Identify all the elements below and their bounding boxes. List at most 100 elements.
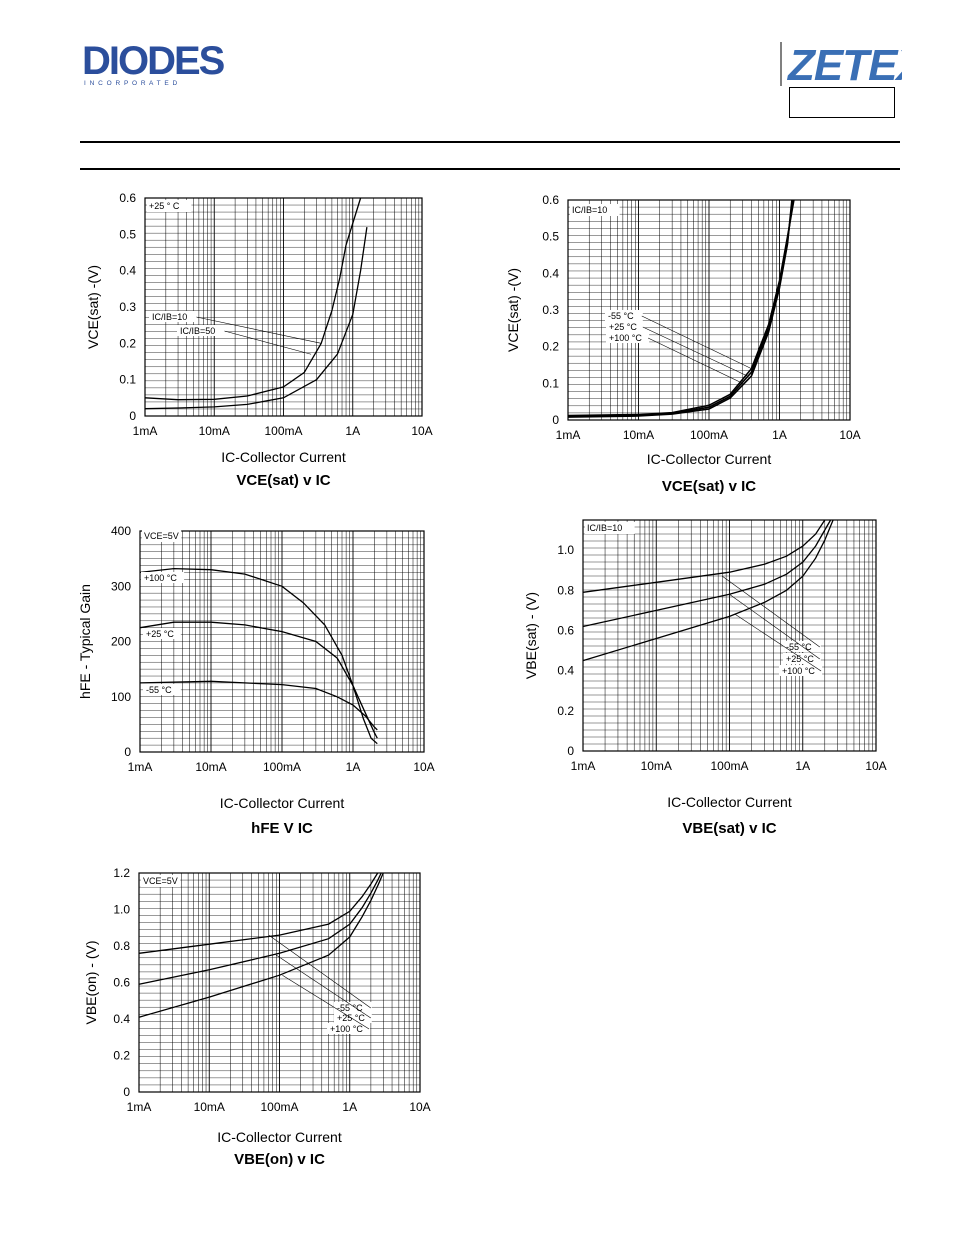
x-tick-label: 10mA — [199, 424, 230, 438]
vbesat-vs-ic-chart: 1mA 10mA 100mA 1A 10A 0 0.2 0.4 0.6 0.8 1.0 IC/IB=1… — [523, 519, 887, 837]
header-box — [789, 87, 895, 118]
x-axis-label: IC-Collector Current — [221, 449, 346, 465]
chart-title: VCE(sat) v IC — [236, 472, 330, 489]
x-tick-label: 10mA — [194, 1100, 225, 1114]
y-tick-label: 0.8 — [113, 939, 130, 953]
legend-label: IC/IB=50 — [180, 326, 215, 336]
y-tick-label: 0.6 — [557, 623, 574, 637]
x-tick-label: 10A — [409, 1100, 430, 1114]
x-tick-label: 1mA — [127, 1100, 152, 1114]
y-tick-label: 0 — [567, 744, 574, 758]
y-tick-label: 0.2 — [113, 1049, 130, 1063]
annotation-label: IC/IB=10 — [587, 523, 622, 533]
y-tick-label: 0.3 — [542, 303, 559, 317]
series-line-0 — [582, 519, 826, 593]
y-tick-label: 0 — [124, 745, 131, 759]
y-tick-label: 1.0 — [113, 903, 130, 917]
x-tick-label: 10mA — [195, 760, 226, 774]
chart-title: hFE V IC — [251, 820, 313, 837]
chart-title: VBE(sat) v IC — [682, 820, 776, 837]
y-tick-label: 0.3 — [119, 300, 136, 314]
y-tick-label: 0.4 — [542, 266, 559, 280]
legend-label: -55 °C — [608, 311, 634, 321]
y-axis-label: VBE(on) - (V) — [83, 940, 99, 1024]
legend-leader — [268, 934, 371, 1009]
hfe-vs-ic-chart: 1mA 10mA 100mA 1A 10A 0 100 200 300 400 VCE=5V +100… — [77, 524, 435, 837]
legend-bg — [143, 684, 181, 695]
y-axis-label: hFE - Typical Gain — [77, 584, 93, 699]
vcesat-vs-ic-chart: 1mA 10mA 100mA 1A 10A 0 0.1 0.2 0.3 0.4 0.5 0.6 +25 … — [85, 191, 433, 489]
y-tick-label: 300 — [111, 579, 131, 593]
vbeon-vs-ic-chart: 1mA 10mA 100mA 1A 10A 0 0.2 0.4 0.6 0.8 1.0 1.2 VCE=… — [83, 866, 431, 1168]
annotation-bg — [585, 522, 635, 534]
plot-frame — [582, 519, 877, 752]
annotation-bg — [570, 204, 620, 216]
legend-leader — [729, 594, 820, 660]
y-tick-label: 0 — [123, 1085, 130, 1099]
series-line-2 — [567, 199, 793, 418]
plot-frame — [138, 872, 421, 1093]
annotation-label: IC/IB=10 — [572, 205, 607, 215]
chart-title: VCE(sat) v IC — [662, 478, 756, 495]
x-tick-label: 10A — [839, 428, 860, 442]
series-line-0 — [138, 872, 379, 954]
legend-leader — [276, 954, 371, 1019]
zetex-logo: ZETEX — [780, 41, 902, 86]
x-tick-label: 10A — [411, 424, 432, 438]
x-tick-label: 1A — [346, 760, 361, 774]
legend-leader — [641, 315, 752, 369]
y-tick-label: 0.6 — [119, 191, 136, 205]
diodes-logo: DIODES I N C O R P O R A T E D — [82, 40, 227, 87]
legend-label: IC/IB=10 — [152, 312, 187, 322]
y-tick-label: 0.2 — [119, 336, 136, 350]
series-line-1 — [139, 621, 378, 739]
legend-label: -55 °C — [337, 1003, 363, 1013]
series-line-1 — [138, 872, 382, 985]
legend-leader — [735, 614, 822, 672]
legend-leader — [722, 576, 820, 648]
x-tick-label: 100mA — [260, 1100, 298, 1114]
series-line-2 — [138, 872, 384, 1018]
legend-bg — [141, 572, 185, 583]
legend-bg — [606, 332, 650, 343]
series-line-2 — [582, 519, 834, 662]
legend-bg — [177, 325, 226, 336]
y-tick-label: 0.4 — [113, 1012, 130, 1026]
x-tick-label: 1mA — [556, 428, 581, 442]
annotation-bg — [142, 530, 182, 542]
legend-bg — [334, 1012, 372, 1023]
x-tick-label: 10mA — [623, 428, 654, 442]
legend-label: +25 °C — [609, 322, 637, 332]
y-tick-label: 0.2 — [542, 340, 559, 354]
legend-bg — [606, 321, 644, 332]
legend-label: +100 °C — [144, 573, 177, 583]
legend-label: +100 °C — [330, 1024, 363, 1034]
y-tick-label: 0.6 — [542, 193, 559, 207]
x-tick-label: 10mA — [641, 759, 672, 773]
y-axis-label: VCE(sat) -(V) — [505, 268, 521, 352]
series-line-1 — [582, 519, 832, 628]
legend-bg — [334, 1002, 372, 1013]
y-tick-label: 200 — [111, 635, 131, 649]
legend-label: +25 °C — [786, 654, 814, 664]
plot-frame — [567, 199, 851, 421]
y-tick-label: 0.5 — [542, 230, 559, 244]
y-axis-label: VCE(sat) -(V) — [85, 265, 101, 349]
legend-bg — [149, 311, 198, 322]
x-axis-label: IC-Collector Current — [647, 451, 772, 467]
y-tick-label: 0.6 — [113, 976, 130, 990]
legend-leader — [224, 330, 312, 355]
legend-bg — [605, 310, 643, 321]
x-axis-label: IC-Collector Current — [667, 794, 792, 810]
x-axis-label: IC-Collector Current — [220, 795, 345, 811]
vcesat-vs-ic-temp-chart: 1mA 10mA 100mA 1A 10A 0 0.1 0.2 0.3 0.4 0.5 0.6 IC/I… — [505, 193, 861, 495]
annotation-bg — [141, 875, 181, 887]
legend-label: +100 °C — [609, 333, 642, 343]
annotation-bg — [147, 200, 192, 212]
legend-bg — [779, 665, 823, 676]
annotation-label: +25 ° C — [149, 201, 180, 211]
legend-label: -55 °C — [146, 685, 172, 695]
x-tick-label: 1mA — [128, 760, 153, 774]
y-tick-label: 0 — [129, 409, 136, 423]
series-line-0 — [139, 567, 378, 745]
